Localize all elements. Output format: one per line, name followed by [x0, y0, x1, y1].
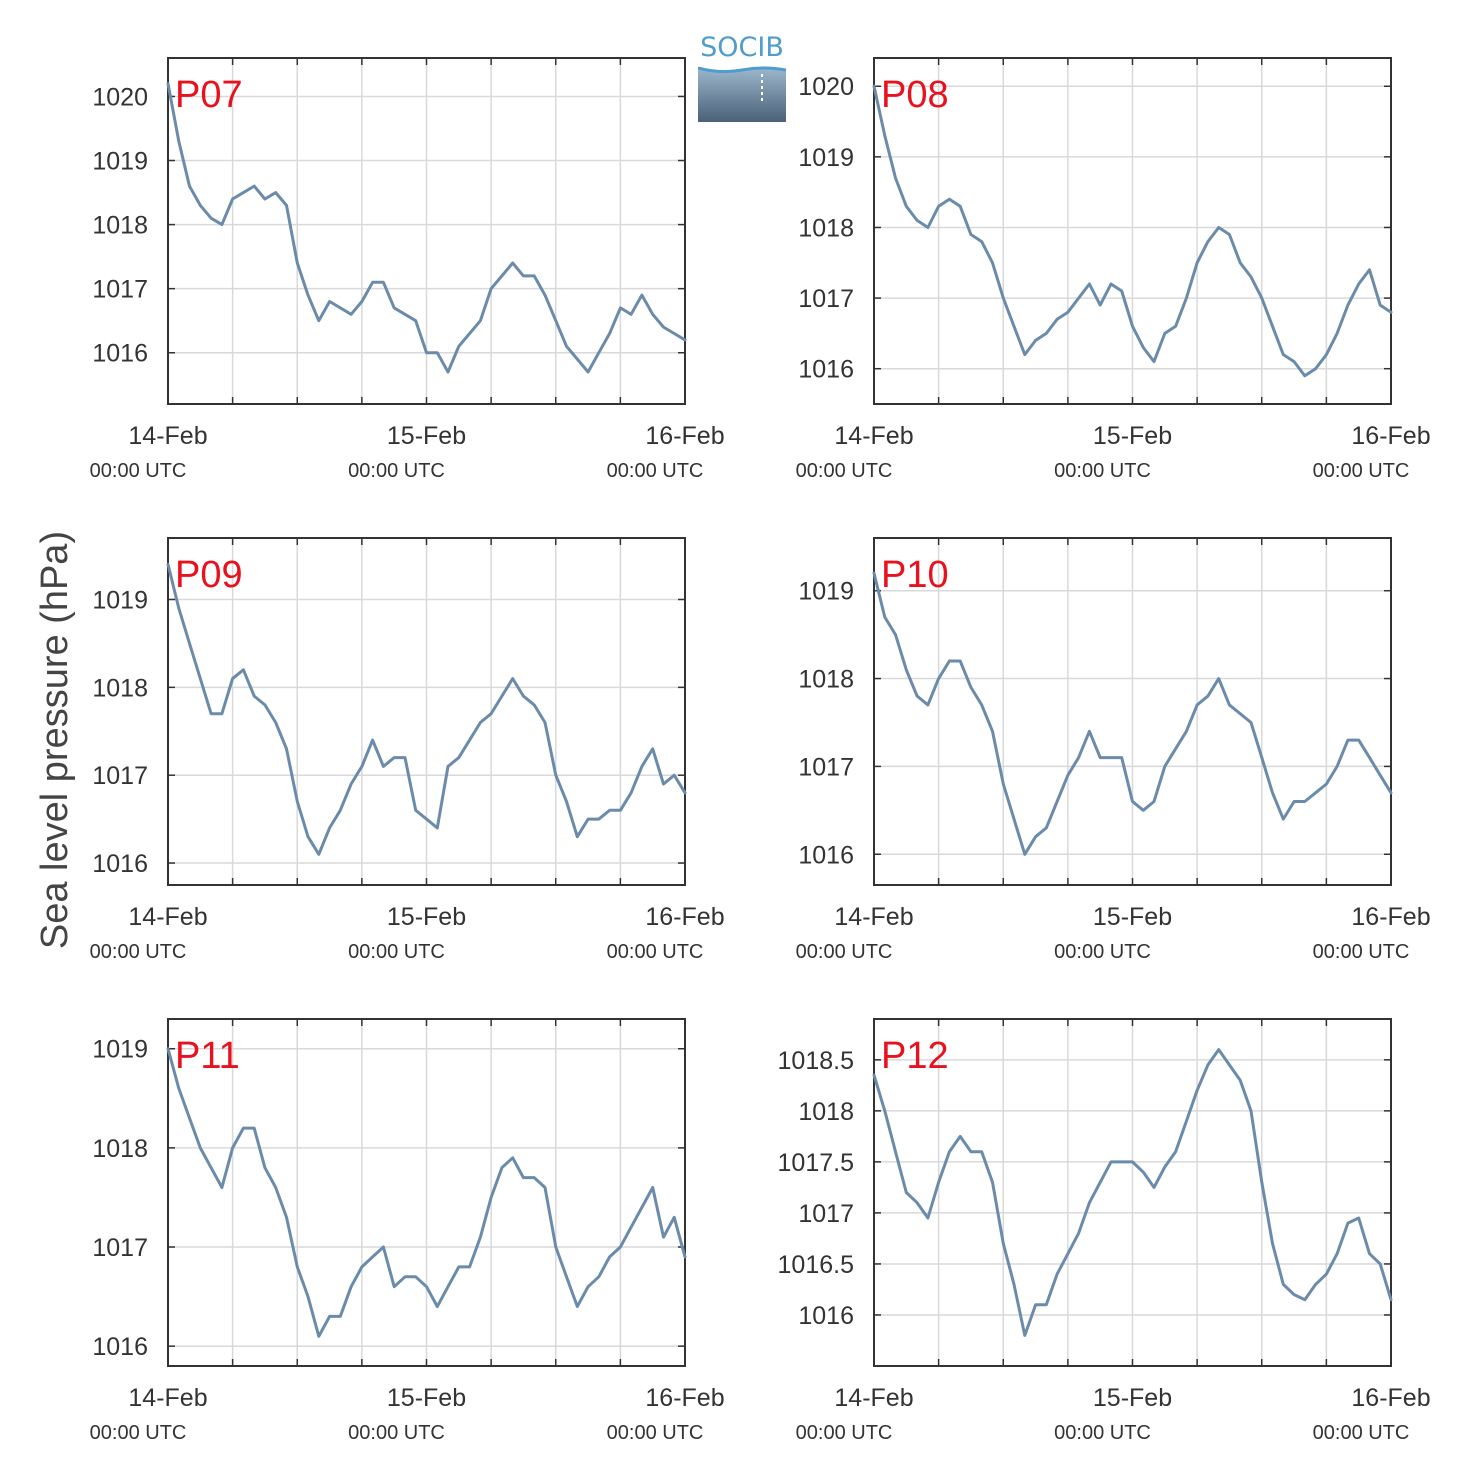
y-tick-label: 1018 — [92, 212, 148, 240]
x-tick-label-time: 00:00 UTC — [607, 460, 704, 482]
y-tick-label: 1019 — [798, 578, 854, 606]
series-line-p11 — [166, 1047, 687, 1338]
series-line-p09 — [166, 562, 687, 856]
chart-panel-p08: 1016 1017 1018 1019 1020 14-Feb 00:00 UTC 15-Fe… — [796, 57, 1431, 482]
x-tick-label-time: 00:00 UTC — [607, 941, 704, 963]
series-line-p07 — [166, 82, 687, 374]
x-tick-label-time: 00:00 UTC — [348, 941, 445, 963]
y-tick-label: 1018 — [92, 674, 148, 702]
x-tick-label-time: 00:00 UTC — [1313, 1422, 1410, 1444]
x-tick-label-date: 16-Feb — [1351, 1384, 1430, 1412]
series-line-p12 — [872, 1048, 1393, 1337]
x-tick-label-date: 15-Feb — [1093, 1384, 1172, 1412]
series-line-p08 — [872, 84, 1393, 378]
x-tick-label-time: 00:00 UTC — [607, 1422, 704, 1444]
station-label: P07 — [175, 74, 243, 116]
x-tick-label-date: 14-Feb — [128, 422, 207, 450]
y-tick-label: 1017 — [92, 762, 148, 790]
x-tick-label-time: 00:00 UTC — [796, 460, 893, 482]
y-axis-label: Sea level pressure (hPa) — [34, 531, 76, 949]
y-tick-label: 1017 — [798, 753, 854, 781]
x-tick-label-time: 00:00 UTC — [348, 1422, 445, 1444]
x-tick-label-date: 14-Feb — [128, 903, 207, 931]
y-tick-label: 1018 — [798, 214, 854, 242]
x-tick-label-time: 00:00 UTC — [90, 460, 187, 482]
station-label: P10 — [881, 554, 949, 596]
chart-panel-p09: 1016 1017 1018 1019 14-Feb 00:00 UTC 15-Feb 00:… — [90, 537, 725, 963]
x-tick-label-time: 00:00 UTC — [1313, 460, 1410, 482]
station-label: P12 — [881, 1035, 949, 1077]
x-tick-label-date: 14-Feb — [834, 422, 913, 450]
x-tick-label-time: 00:00 UTC — [1054, 941, 1151, 963]
x-tick-label-date: 14-Feb — [128, 1384, 207, 1412]
panels: 1016 1017 1018 1019 1020 14-Feb 00:00 UTC 15-Fe… — [90, 57, 1431, 1444]
y-tick-label: 1019 — [92, 148, 148, 176]
x-tick-label-date: 15-Feb — [387, 1384, 466, 1412]
y-tick-label: 1016 — [92, 850, 148, 878]
x-tick-label-time: 00:00 UTC — [1054, 460, 1151, 482]
y-tick-label: 1019 — [92, 586, 148, 614]
socib-logo: SOCIB — [696, 34, 788, 126]
y-tick-label: 1017 — [92, 276, 148, 304]
x-tick-label-date: 16-Feb — [1351, 903, 1430, 931]
chart-panel-p07: 1016 1017 1018 1019 1020 14-Feb 00:00 UTC 15-Fe… — [90, 57, 725, 482]
y-tick-label: 1016 — [92, 340, 148, 368]
logo-text: SOCIB — [700, 32, 784, 63]
station-label: P09 — [175, 554, 243, 596]
y-tick-label: 1017.5 — [778, 1149, 854, 1177]
y-tick-label: 1016 — [798, 1302, 854, 1330]
x-tick-label-time: 00:00 UTC — [90, 941, 187, 963]
x-tick-label-time: 00:00 UTC — [1313, 941, 1410, 963]
y-tick-label: 1017 — [798, 1200, 854, 1228]
x-tick-label-time: 00:00 UTC — [1054, 1422, 1151, 1444]
y-tick-label: 1020 — [92, 83, 148, 111]
x-tick-label-date: 16-Feb — [645, 1384, 724, 1412]
x-tick-label-date: 15-Feb — [387, 422, 466, 450]
chart-panel-p10: 1016 1017 1018 1019 14-Feb 00:00 UTC 15-Feb 00:… — [796, 537, 1431, 963]
y-tick-label: 1018.5 — [778, 1047, 854, 1075]
station-label: P11 — [175, 1035, 240, 1077]
chart-panel-p11: 1016 1017 1018 1019 14-Feb 00:00 UTC 15-Feb 00:… — [90, 1018, 725, 1444]
y-tick-label: 1016 — [798, 841, 854, 869]
x-tick-label-date: 16-Feb — [645, 422, 724, 450]
y-tick-label: 1018 — [92, 1135, 148, 1163]
x-tick-label-time: 00:00 UTC — [796, 1422, 893, 1444]
x-tick-label-date: 15-Feb — [387, 903, 466, 931]
x-tick-label-date: 14-Feb — [834, 1384, 913, 1412]
chart-panel-p12: 1016 1016.5 1017 1017.5 1018 1018.5 14-Feb 00:0… — [778, 1018, 1431, 1444]
y-tick-label: 1019 — [798, 144, 854, 172]
y-tick-label: 1018 — [798, 666, 854, 694]
series-line-p10 — [872, 571, 1393, 856]
x-tick-label-date: 14-Feb — [834, 903, 913, 931]
station-label: P08 — [881, 74, 949, 116]
x-tick-label-date: 15-Feb — [1093, 422, 1172, 450]
y-tick-label: 1017 — [798, 285, 854, 313]
x-tick-label-date: 15-Feb — [1093, 903, 1172, 931]
x-tick-label-date: 16-Feb — [645, 903, 724, 931]
y-tick-label: 1017 — [92, 1234, 148, 1262]
wave-icon — [698, 66, 786, 122]
y-tick-label: 1016 — [798, 356, 854, 384]
x-tick-label-time: 00:00 UTC — [796, 941, 893, 963]
y-tick-label: 1016.5 — [778, 1251, 854, 1279]
y-tick-label: 1016 — [92, 1333, 148, 1361]
y-tick-label: 1020 — [798, 73, 854, 101]
y-tick-label: 1019 — [92, 1036, 148, 1064]
x-tick-label-date: 16-Feb — [1351, 422, 1430, 450]
x-tick-label-time: 00:00 UTC — [348, 460, 445, 482]
x-tick-label-time: 00:00 UTC — [90, 1422, 187, 1444]
y-tick-label: 1018 — [798, 1098, 854, 1126]
